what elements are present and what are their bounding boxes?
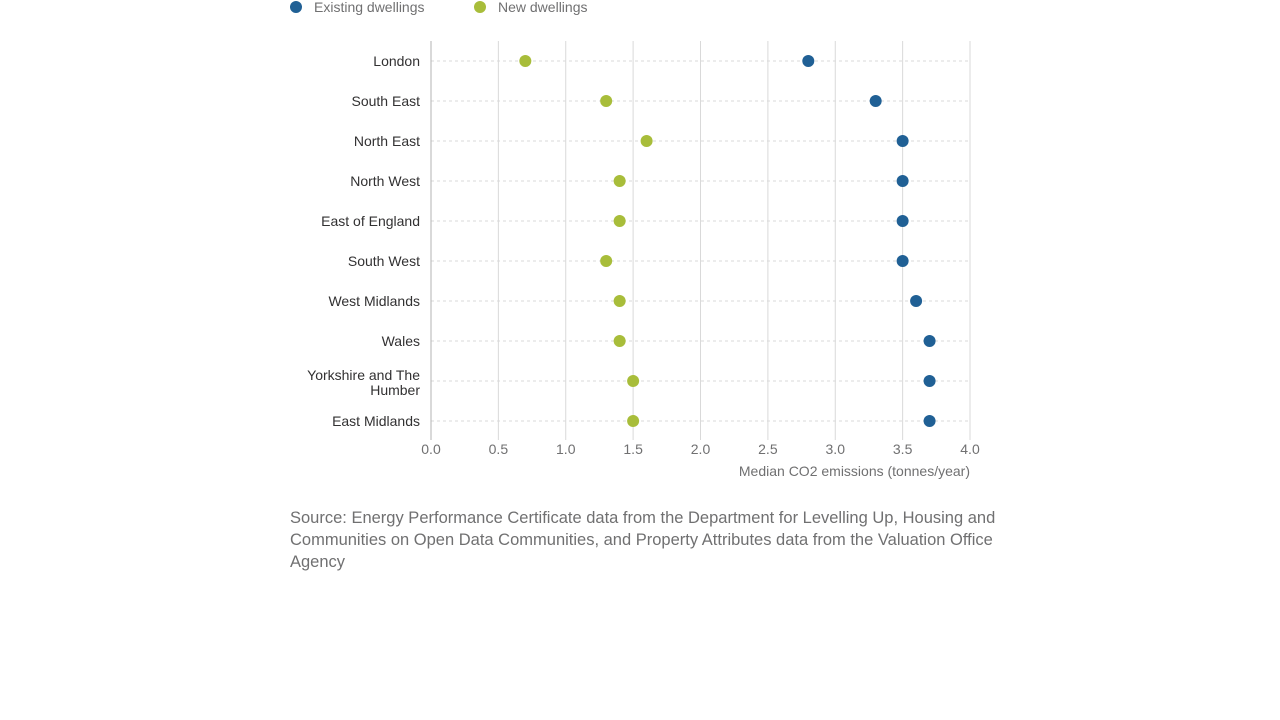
data-point — [627, 415, 640, 427]
x-tick-label: 0.5 — [489, 441, 509, 457]
data-points — [519, 55, 936, 427]
data-point — [869, 95, 882, 107]
data-point — [896, 215, 909, 227]
category-label: East Midlands — [332, 413, 420, 429]
data-point — [613, 215, 626, 227]
category-label: East of England — [321, 213, 420, 229]
category-label: South East — [352, 93, 421, 109]
data-point — [896, 175, 909, 187]
source-note: Source: Energy Performance Certificate d… — [290, 509, 996, 571]
legend-item: Existing dwellings — [290, 0, 425, 15]
data-point — [600, 95, 613, 107]
x-tick-label: 2.0 — [691, 441, 711, 457]
x-tick-label: 1.0 — [556, 441, 576, 457]
data-point — [613, 295, 626, 307]
data-point — [640, 135, 653, 147]
dot-plot-chart: Existing dwellings New dwellings London So… — [290, 0, 980, 479]
data-point — [802, 55, 815, 67]
category-labels: London South East North East North West East… — [307, 53, 420, 429]
data-point — [910, 295, 923, 307]
data-point — [923, 335, 936, 347]
legend-swatch — [290, 1, 302, 13]
legend: Existing dwellings New dwellings — [290, 0, 587, 15]
data-point — [896, 255, 909, 267]
legend-swatch — [474, 1, 486, 13]
category-label: Yorkshire and The Humber — [307, 367, 420, 398]
x-tick-label: 4.0 — [960, 441, 980, 457]
legend-item: New dwellings — [474, 0, 587, 15]
x-axis-title: Median CO2 emissions (tonnes/year) — [739, 463, 970, 479]
data-point — [613, 175, 626, 187]
legend-label: Existing dwellings — [314, 0, 425, 15]
x-tick-label: 0.0 — [421, 441, 441, 457]
category-label: Wales — [382, 333, 420, 349]
data-point — [896, 135, 909, 147]
x-tick-label: 3.5 — [893, 441, 913, 457]
x-tick-labels: 0.0 0.5 1.0 1.5 2.0 2.5 3.0 3.5 4.0 — [421, 441, 980, 457]
category-label: West Midlands — [328, 293, 420, 309]
data-point — [627, 375, 640, 387]
data-point — [519, 55, 532, 67]
category-label: North East — [354, 133, 420, 149]
x-tick-label: 3.0 — [826, 441, 846, 457]
category-label: South West — [348, 253, 420, 269]
x-tick-label: 1.5 — [623, 441, 643, 457]
data-point — [923, 375, 936, 387]
x-tick-label: 2.5 — [758, 441, 778, 457]
legend-label: New dwellings — [498, 0, 587, 15]
data-point — [923, 415, 936, 427]
category-label: London — [373, 53, 420, 69]
vertical-gridlines — [497, 41, 971, 440]
category-label: North West — [350, 173, 420, 189]
data-point — [600, 255, 613, 267]
data-point — [613, 335, 626, 347]
